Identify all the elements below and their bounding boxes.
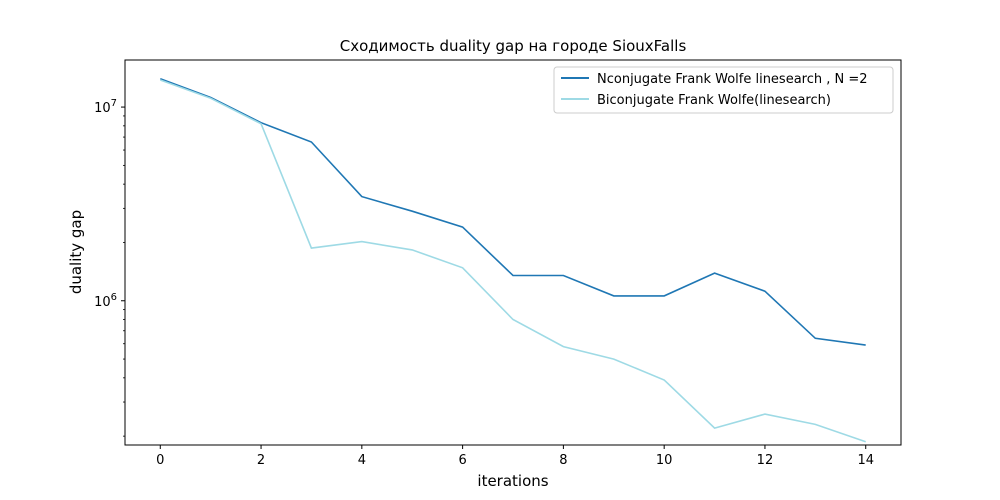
x-tick-label: 10 [656, 453, 673, 468]
x-axis-ticks: 0 2 4 6 8 10 12 14 [156, 445, 874, 468]
x-axis-label: iterations [477, 472, 548, 490]
legend: Nconjugate Frank Wolfe linesearch , N =2… [553, 66, 894, 114]
series-line-0 [160, 78, 866, 346]
legend-label-biconjugate: Biconjugate Frank Wolfe(linesearch) [597, 93, 831, 108]
legend-label-nconjugate: Nconjugate Frank Wolfe linesearch , N =2 [597, 72, 868, 87]
y-tick-label: 106 [94, 292, 117, 310]
x-tick-label: 8 [559, 453, 567, 468]
y-axis-ticks: 106 107 [94, 98, 125, 437]
x-tick-label: 0 [156, 453, 164, 468]
chart-title: Сходимость duality gap на городе SiouxFa… [340, 37, 687, 55]
series-layer [160, 78, 866, 443]
plot-frame [124, 59, 902, 446]
x-tick-label: 6 [458, 453, 466, 468]
legend-box [553, 66, 894, 114]
series-line-1 [160, 79, 866, 443]
y-axis-label: duality gap [67, 210, 85, 294]
x-tick-label: 4 [358, 453, 366, 468]
x-tick-label: 12 [757, 453, 774, 468]
y-tick-label: 107 [94, 98, 117, 116]
x-tick-label: 14 [857, 453, 874, 468]
x-tick-label: 2 [257, 453, 265, 468]
